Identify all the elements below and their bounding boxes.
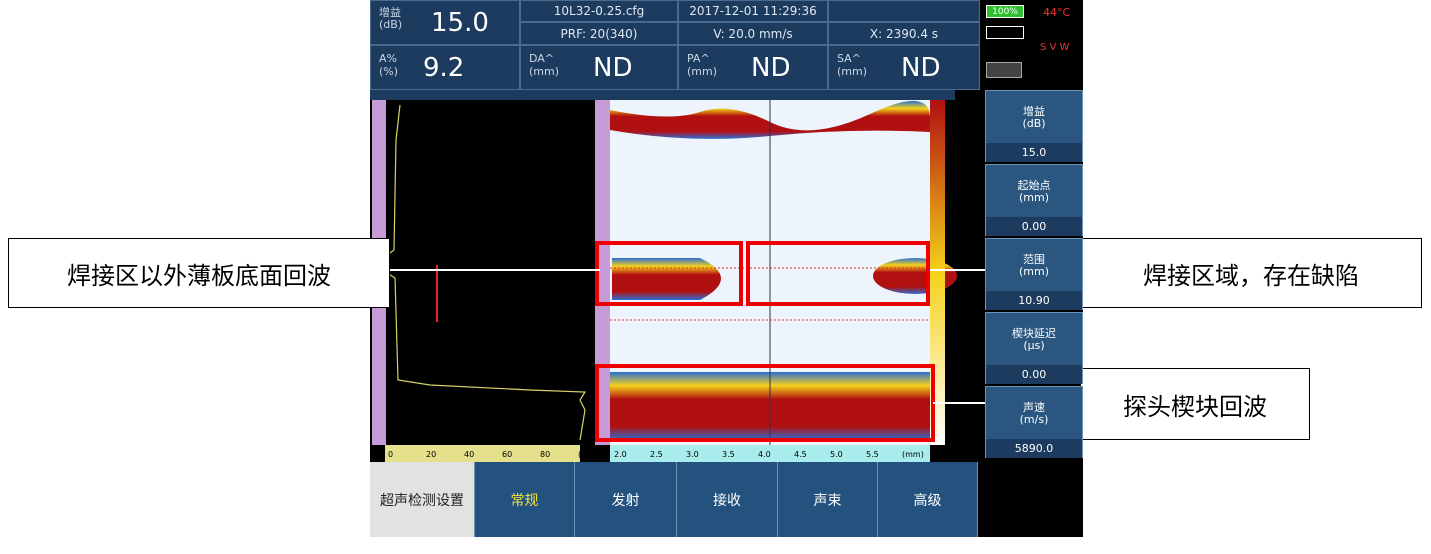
unit: (m/s) <box>1019 413 1049 426</box>
value: ND <box>751 53 791 83</box>
axis-label: 5.5 <box>866 450 879 459</box>
label: 范围 <box>1023 253 1045 266</box>
menu-item[interactable]: 范围 (mm) 10.90 <box>985 238 1083 310</box>
value: ND <box>593 53 633 83</box>
tab[interactable]: 声束 <box>778 462 878 537</box>
value: 9.2 <box>423 53 465 83</box>
axis-label: 40 <box>464 450 474 459</box>
annotation: 焊接区以外薄板底面回波 <box>8 238 390 308</box>
gain-cell: 增益 (dB) 15.0 <box>370 0 520 45</box>
b-scan-ruler <box>595 100 610 445</box>
tab[interactable]: 发射 <box>575 462 677 537</box>
label: DA^ <box>529 52 555 65</box>
value: 15.0 <box>986 143 1082 162</box>
axis-label: 80 <box>540 450 550 459</box>
unit: (mm) <box>687 65 718 78</box>
label: SA^ <box>837 52 861 65</box>
menu-item[interactable]: 楔块延迟 (µs) 0.00 <box>985 312 1083 384</box>
axis-label: 4.0 <box>758 450 771 459</box>
tab[interactable]: 接收 <box>677 462 778 537</box>
label: 声速 <box>1023 401 1045 414</box>
readout: PA^ (mm) ND <box>678 45 828 90</box>
tab[interactable]: 高级 <box>878 462 978 537</box>
color-scale <box>930 100 945 445</box>
unit: (µs) <box>1023 339 1045 352</box>
info-strip <box>370 90 955 100</box>
annotation: 焊接区域，存在缺陷 <box>1080 238 1422 308</box>
menu-item[interactable]: 起始点 (mm) 0.00 <box>985 164 1083 236</box>
velocity: V: 20.0 mm/s <box>678 22 828 45</box>
b-scan-axis <box>610 445 930 462</box>
interface-echo <box>610 100 930 139</box>
prf: PRF: 20(340) <box>520 22 678 45</box>
unit: (%) <box>379 65 399 78</box>
highlight-box <box>595 241 743 306</box>
axis-label: 4.5 <box>794 450 807 459</box>
value: 10.90 <box>986 291 1082 310</box>
status-flags: S V W <box>1040 42 1070 53</box>
keyboard-icon <box>986 62 1022 78</box>
value: 0.00 <box>986 365 1082 384</box>
battery: 100% <box>986 5 1024 18</box>
axis-label: (%) <box>578 450 592 459</box>
unit: (dB) <box>379 18 403 31</box>
menu-item[interactable]: 增益 (dB) 15.0 <box>985 90 1083 162</box>
label: A% <box>379 52 397 65</box>
axis-label: 5.0 <box>830 450 843 459</box>
value: ND <box>901 53 941 83</box>
label: PA^ <box>687 52 710 65</box>
unit: (mm) <box>1018 265 1049 278</box>
config: 10L32-0.25.cfg <box>520 0 678 22</box>
label: 起始点 <box>1017 179 1051 192</box>
axis-label: 60 <box>502 450 512 459</box>
readout: A% (%) 9.2 <box>370 45 520 90</box>
status-cell <box>828 0 980 22</box>
readout: SA^ (mm) ND <box>828 45 980 90</box>
axis-label: 3.0 <box>686 450 699 459</box>
label: 增益 <box>379 6 401 19</box>
a-scan-waveform <box>372 104 587 441</box>
value: 5890.0 <box>986 439 1082 458</box>
datetime: 2017-12-01 11:29:36 <box>678 0 828 22</box>
axis-label: 2.0 <box>614 450 627 459</box>
label: 增益 <box>1023 105 1045 118</box>
x-position: X: 2390.4 s <box>828 22 980 45</box>
menu-item[interactable]: 声速 (m/s) 5890.0 <box>985 386 1083 458</box>
tab[interactable]: 超声检测设置 <box>370 462 475 537</box>
axis-label: 0 <box>388 450 393 459</box>
annotation: 探头楔块回波 <box>1080 368 1310 440</box>
value: 15.0 <box>431 8 489 38</box>
highlight-box <box>746 241 930 306</box>
a-scan-axis <box>385 445 580 462</box>
unit: (dB) <box>1022 117 1046 130</box>
readout: DA^ (mm) ND <box>520 45 678 90</box>
label: 楔块延迟 <box>1012 327 1056 340</box>
unit: (mm) <box>1018 191 1049 204</box>
axis-label: (mm) <box>902 450 924 459</box>
unit: (mm) <box>837 65 868 78</box>
axis-label: 2.5 <box>650 450 663 459</box>
battery-2 <box>986 26 1024 39</box>
axis-label: 3.5 <box>722 450 735 459</box>
tab[interactable]: 常规 <box>475 462 575 537</box>
temperature: 44°C <box>1043 6 1071 19</box>
unit: (mm) <box>529 65 560 78</box>
scan-view: 0 20 40 60 80 (%) 2.0 2.5 3.0 3.5 4.0 4.5 5.0 5.5 (mm) <box>372 100 957 462</box>
value: 0.00 <box>986 217 1082 236</box>
axis-label: 20 <box>426 450 436 459</box>
